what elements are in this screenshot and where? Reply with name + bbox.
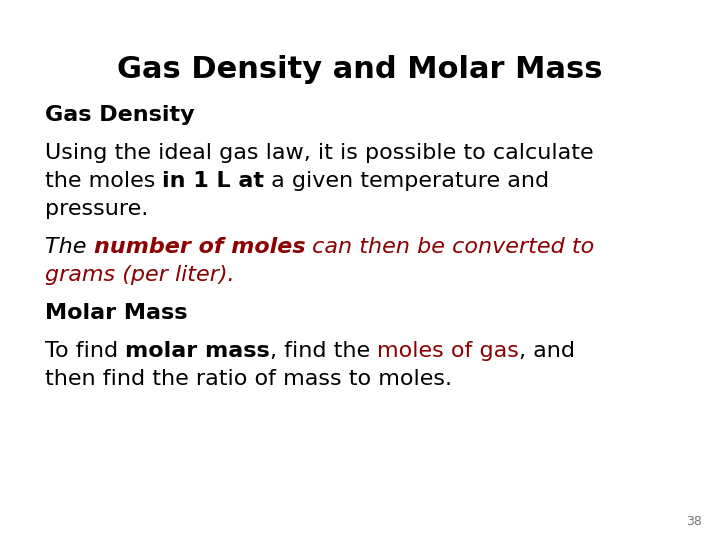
Text: The: The [45,237,94,257]
Text: then find the ratio of mass to moles.: then find the ratio of mass to moles. [45,369,452,389]
Text: pressure.: pressure. [45,199,148,219]
Text: Using the ideal gas law, it is possible to calculate: Using the ideal gas law, it is possible … [45,143,593,163]
Text: the moles: the moles [45,171,163,191]
Text: in 1 L at: in 1 L at [163,171,264,191]
Text: , and: , and [519,341,575,361]
Text: Molar Mass: Molar Mass [45,303,187,323]
Text: grams (per liter).: grams (per liter). [45,265,235,285]
Text: , find the: , find the [270,341,377,361]
Text: can then be converted to: can then be converted to [305,237,595,257]
Text: moles of gas: moles of gas [377,341,519,361]
Text: To find: To find [45,341,125,361]
Text: number of moles: number of moles [94,237,305,257]
Text: molar mass: molar mass [125,341,270,361]
Text: Gas Density: Gas Density [45,105,194,125]
Text: 38: 38 [686,515,702,528]
Text: Gas Density and Molar Mass: Gas Density and Molar Mass [117,55,603,84]
Text: a given temperature and: a given temperature and [264,171,549,191]
